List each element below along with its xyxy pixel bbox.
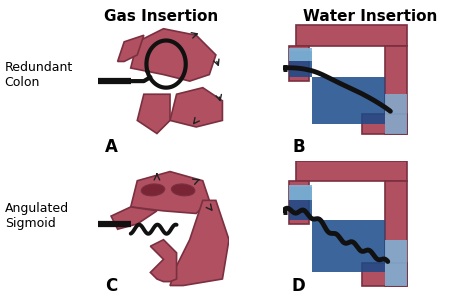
Polygon shape: [170, 200, 229, 286]
Polygon shape: [385, 94, 407, 134]
Text: B: B: [292, 138, 305, 156]
Polygon shape: [290, 51, 385, 124]
Polygon shape: [118, 35, 144, 62]
Text: D: D: [292, 277, 306, 295]
Text: C: C: [105, 277, 117, 295]
Polygon shape: [290, 181, 309, 224]
Polygon shape: [111, 207, 157, 229]
Polygon shape: [362, 263, 407, 286]
Polygon shape: [290, 185, 312, 200]
Text: Gas Insertion: Gas Insertion: [104, 9, 219, 24]
Text: Redundant
Colon: Redundant Colon: [5, 61, 73, 89]
Ellipse shape: [172, 184, 195, 196]
Polygon shape: [296, 161, 407, 181]
Polygon shape: [150, 240, 177, 282]
Polygon shape: [296, 25, 407, 46]
Polygon shape: [362, 114, 407, 134]
Polygon shape: [170, 88, 222, 127]
Text: Angulated
Sigmoid: Angulated Sigmoid: [5, 202, 69, 230]
Polygon shape: [290, 48, 312, 62]
Polygon shape: [385, 46, 407, 134]
Polygon shape: [385, 181, 407, 286]
Polygon shape: [131, 172, 210, 214]
Polygon shape: [290, 46, 309, 81]
Text: A: A: [105, 138, 118, 156]
Polygon shape: [137, 94, 170, 134]
Polygon shape: [131, 29, 216, 81]
Text: Water Insertion: Water Insertion: [302, 9, 437, 24]
Ellipse shape: [141, 184, 165, 196]
Polygon shape: [385, 240, 407, 286]
Polygon shape: [290, 187, 385, 272]
